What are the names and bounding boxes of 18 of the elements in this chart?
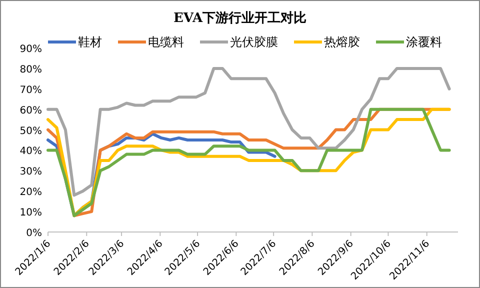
y-tick-label: 50% (20, 126, 42, 137)
y-tick-label: 40% (20, 146, 42, 158)
y-tick-label: 70% (20, 84, 42, 96)
legend-label: 涂覆料 (406, 35, 442, 49)
line-series (46, 108, 451, 218)
legend-label: 光伏胶膜 (230, 35, 278, 49)
line-series (46, 66, 451, 197)
y-tick-label: 80% (20, 64, 42, 76)
chart-title: EVA下游行业开工对比 (173, 11, 307, 26)
y-tick-label: 30% (20, 166, 42, 178)
y-tick-label: 60% (20, 105, 42, 116)
y-tick-label: 90% (20, 44, 42, 55)
legend-label: 鞋材 (78, 35, 102, 49)
legend-label: 电缆料 (148, 35, 184, 49)
y-tick-label: 10% (20, 208, 42, 219)
y-tick-label: 20% (20, 187, 42, 198)
y-tick-label: 0% (26, 228, 42, 239)
legend-label: 热熔胶 (324, 35, 360, 49)
